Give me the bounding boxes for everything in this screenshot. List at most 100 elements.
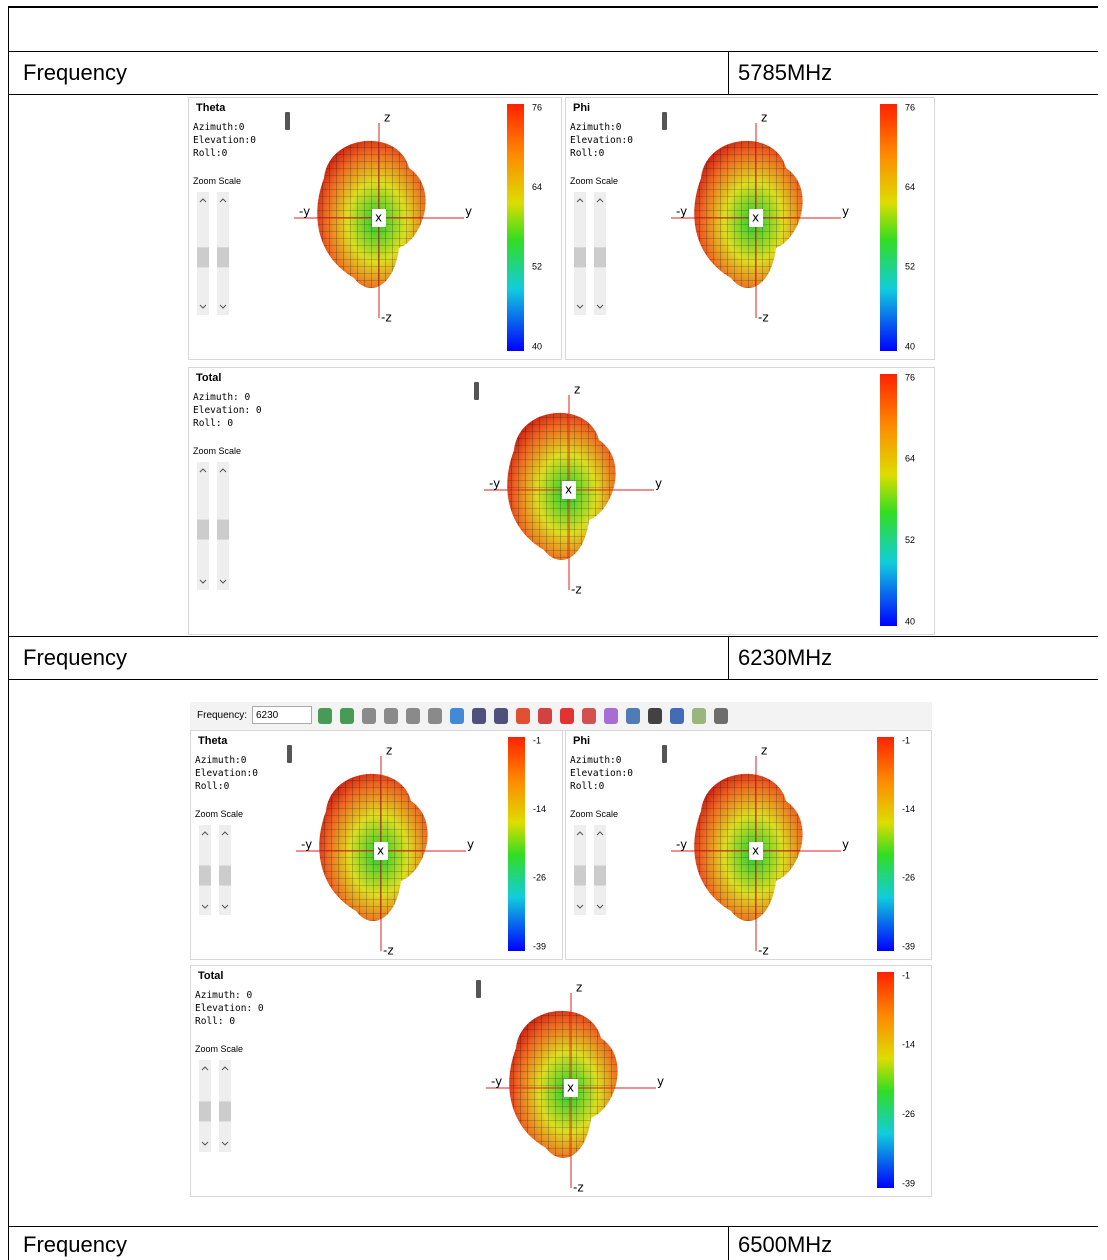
orientation-text: Elevation:0 [570,768,633,779]
colorbar-tick-label: -1 [902,970,910,980]
toolbar-icon [516,708,530,724]
toolbar-icon [692,708,706,724]
colorbar-tick-label: 40 [905,616,915,626]
panel-title: Phi [573,102,591,114]
colorbar-tick-label: 52 [905,535,915,545]
pattern-mesh [509,1010,618,1158]
colorbar-tick-label: -26 [902,1109,915,1119]
axis-x-box [372,209,386,227]
toolbar-icon [472,708,486,724]
orientation-text: Azimuth: 0 [193,392,251,403]
colorbar [877,737,894,951]
zoom-arrow [576,304,584,309]
pattern-plot: z -y y x -z 76 64 52 40 [197,372,915,626]
panel-title: Theta [198,735,228,747]
zoom-arrow [219,468,227,473]
zoom-thumb [199,1101,211,1122]
toolbar-icon [494,708,508,724]
indicator-icon [662,745,667,763]
colorbar-tick-label: -26 [533,873,546,883]
toolbar-icon [406,708,420,724]
colorbar-tick-label: 76 [905,372,915,382]
toolbar-icon [362,708,376,724]
axis-label: y [657,1075,664,1089]
zoom-arrow [199,579,207,584]
axis-label: -z [758,944,769,958]
zoom-arrow [221,831,229,836]
zoom-arrow [201,904,209,909]
zoom-arrow [219,198,227,203]
zoom-label: Zoom Scale [195,809,244,819]
zoom-arrow [199,304,207,309]
zoom-arrow [221,1066,229,1071]
zoom-arrow [199,198,207,203]
zoom-arrow [219,579,227,584]
pattern-panel: Phi Azimuth:0 Elevation:0 Roll:0 Zoom Scale z… [565,97,935,360]
zoom-arrow [596,304,604,309]
orientation-text: Azimuth:0 [570,122,622,133]
row-border [8,636,1098,637]
toolbar-icon [318,708,332,724]
colorbar-tick-label: 64 [905,182,915,192]
zoom-arrow [201,831,209,836]
axis-label: -y [676,838,687,852]
axis-label: y [842,205,849,219]
axis-label: -z [758,311,769,325]
orientation-text: Roll:0 [195,781,230,792]
axis-label: -y [299,205,310,219]
zoom-label: Zoom Scale [570,176,619,186]
axis-label: x [752,844,759,858]
orientation-text: Roll: 0 [193,418,234,429]
pattern-mesh [317,140,426,288]
axis-label: -z [381,311,392,325]
colorbar [508,737,525,951]
zoom-thumb [594,247,606,268]
axis-label: x [565,483,572,497]
colorbar-tick-label: 52 [532,262,542,272]
orientation-text: Roll:0 [193,148,228,159]
axis-x-box [749,209,763,227]
colorbar-tick-label: 64 [532,182,542,192]
toolbar: Frequency: 6230 [190,702,932,731]
pattern-plot: z -y y x -z 76 64 52 40 [574,102,915,351]
zoom-arrow [219,304,227,309]
pattern-panel: Theta Azimuth:0 Elevation:0 Roll:0 Zoom Scal… [188,97,562,360]
axis-label: -y [301,838,312,852]
row-label: Frequency [23,60,127,85]
axis-label: z [761,744,767,758]
orientation-text: Roll: 0 [195,1016,236,1027]
toolbar-icon [604,708,618,724]
axis-label: y [842,838,849,852]
table-top-border [8,6,1098,8]
column-border [728,1226,729,1260]
zoom-label: Zoom Scale [193,446,242,456]
panel-title: Total [198,970,224,982]
orientation-text: Roll:0 [570,781,605,792]
row-value: 6230MHz [738,645,833,670]
indicator-icon [287,745,292,763]
row-value: 5785MHz [738,60,833,85]
axis-label: y [655,477,662,491]
axis-label: z [761,111,767,125]
colorbar-tick-label: -1 [533,735,541,745]
axis-label: -z [571,583,582,597]
row-label: Frequency [23,1232,127,1257]
axis-label: x [752,211,759,225]
colorbar-tick-label: 64 [905,454,915,464]
zoom-thumb [197,247,209,268]
axis-label: -z [383,944,394,958]
axis-label: -z [573,1181,584,1195]
column-border [728,636,729,680]
colorbar [880,374,897,626]
zoom-thumb [594,865,606,886]
zoom-thumb [217,247,229,268]
orientation-text: Elevation:0 [195,768,258,779]
colorbar-tick-label: 40 [905,341,915,351]
zoom-label: Zoom Scale [193,176,242,186]
row-border [8,679,1098,680]
pattern-mesh [694,773,803,921]
pattern-plot: z -y y x -z -1 -14 -26 -39 [574,735,915,958]
zoom-arrow [576,198,584,203]
pattern-panel: Phi Azimuth:0 Elevation:0 Roll:0 Zoom Scale z… [565,730,932,960]
axis-label: x [377,844,384,858]
